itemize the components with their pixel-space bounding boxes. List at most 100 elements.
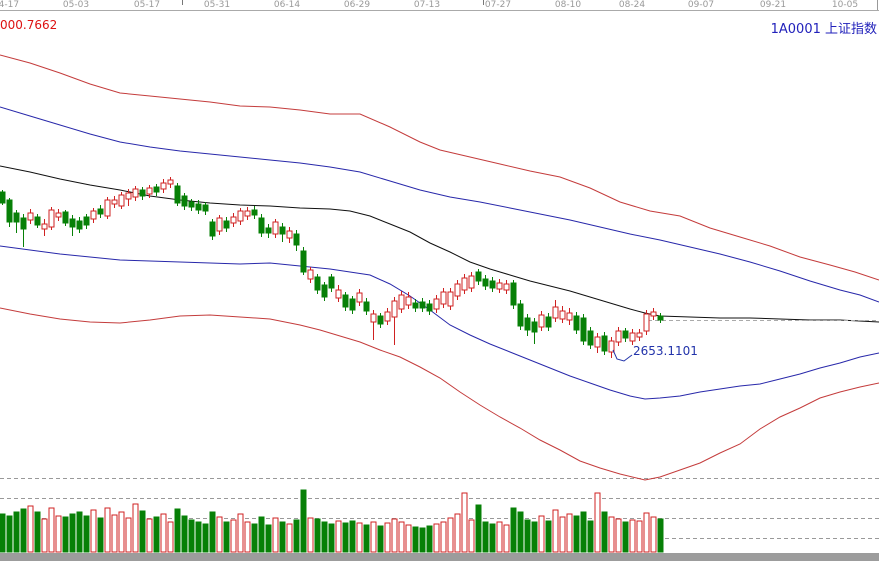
candle-body — [510, 282, 517, 306]
candle-body — [559, 310, 566, 320]
volume-bar — [601, 511, 608, 553]
candle-body — [531, 321, 538, 333]
candle-body — [258, 217, 265, 234]
volume-bar — [608, 516, 615, 553]
candle-body — [244, 210, 251, 217]
volume-bar — [265, 524, 272, 553]
candle-body — [125, 192, 132, 200]
volume-bar — [34, 511, 41, 553]
volume-bar — [55, 515, 62, 553]
date-label: 05-03 — [62, 0, 90, 10]
ruler-line — [0, 10, 879, 11]
volume-bar — [363, 524, 370, 553]
candle-body — [27, 212, 34, 221]
volume-bar — [90, 509, 97, 553]
candle-body — [433, 298, 440, 310]
volume-bar — [13, 511, 20, 553]
volume-bar — [160, 513, 167, 553]
volume-bar — [216, 516, 223, 553]
volume-bar — [181, 515, 188, 553]
volume-bar — [0, 513, 6, 553]
candle-body — [97, 208, 104, 215]
ruler-end-border — [877, 0, 878, 10]
candle-body — [363, 301, 370, 312]
candle-body — [629, 332, 636, 342]
candle-body — [153, 186, 160, 193]
volume-bar — [636, 520, 643, 553]
volume-bar — [272, 517, 279, 553]
candle-body — [573, 315, 580, 331]
candle-body — [342, 294, 349, 308]
date-ruler[interactable]: 04-17 05-03 05-17 05-31 06-14 06-29 07-13 07-27… — [0, 0, 879, 10]
volume-bar — [580, 511, 587, 553]
candle-body — [489, 280, 496, 289]
candle-body — [230, 216, 237, 224]
volume-bar — [517, 511, 524, 553]
volume-bar — [440, 521, 447, 553]
symbol-label: 1A0001 上证指数 — [770, 22, 877, 37]
volume-bar — [321, 521, 328, 553]
candle-body — [223, 220, 230, 229]
volume-bar — [622, 521, 629, 553]
candle-body — [349, 298, 356, 311]
candle-body — [265, 227, 272, 234]
candle-body — [167, 179, 174, 185]
candle-body — [160, 182, 167, 190]
volume-bar — [657, 518, 664, 553]
volume-bar — [531, 521, 538, 553]
candle-body — [503, 283, 510, 291]
volume-bar — [573, 515, 580, 553]
date-label: 04-17 — [0, 0, 20, 10]
volume-bar — [454, 513, 461, 553]
price-annotation: 2653.1101 — [633, 344, 698, 358]
candle-body — [104, 199, 111, 217]
volume-bar — [139, 510, 146, 553]
volume-bar — [615, 518, 622, 553]
candle-body — [34, 216, 41, 226]
candle-body — [426, 303, 433, 312]
candle-body — [139, 189, 146, 197]
volume-bar — [426, 525, 433, 553]
candle-body — [286, 230, 293, 239]
candle-body — [440, 291, 447, 305]
candle-body — [55, 212, 62, 218]
volume-bar — [27, 505, 34, 553]
volume-bar — [97, 517, 104, 553]
volume-bar — [146, 518, 153, 553]
ruler-tick — [182, 0, 183, 5]
volume-bar — [545, 520, 552, 553]
bottom-scrollbar[interactable] — [0, 553, 879, 561]
candle-body — [384, 311, 391, 322]
candle-body — [293, 233, 300, 246]
candle-body — [461, 277, 468, 291]
volume-bar — [468, 519, 475, 553]
candle-body — [118, 194, 125, 207]
volume-bar — [643, 512, 650, 553]
volume-bar — [377, 525, 384, 553]
candle-body — [111, 199, 118, 205]
candle-body — [580, 317, 587, 342]
volume-bar — [398, 521, 405, 553]
candle-body — [20, 217, 27, 230]
candle-body — [83, 216, 90, 226]
candle-body — [447, 291, 454, 307]
date-label: 05-17 — [133, 0, 161, 10]
volume-bar — [503, 524, 510, 553]
candle-body — [636, 332, 643, 338]
volume-bar — [174, 508, 181, 553]
candle-body — [209, 221, 216, 237]
volume-bar — [209, 511, 216, 553]
ruler-tick — [483, 0, 484, 5]
candle-body — [69, 218, 76, 228]
volume-bar — [384, 522, 391, 553]
volume-bar — [566, 513, 573, 553]
volume-bar — [48, 507, 55, 553]
candle-body — [454, 283, 461, 297]
candle-body — [545, 316, 552, 328]
volume-bar — [69, 513, 76, 553]
volume-bar — [650, 516, 657, 553]
volume-bar — [405, 524, 412, 553]
volume-bar — [83, 515, 90, 553]
